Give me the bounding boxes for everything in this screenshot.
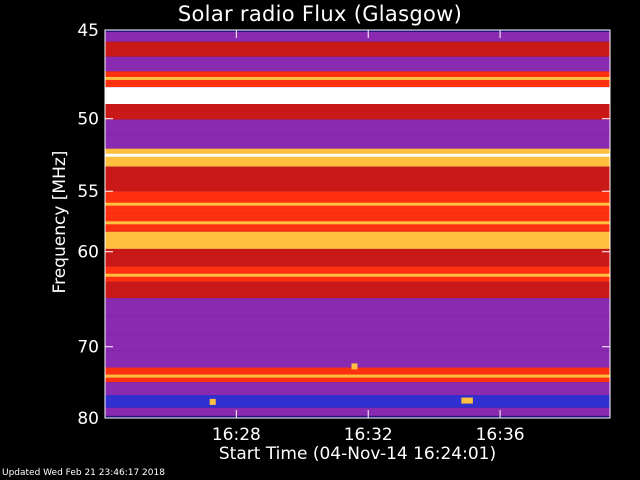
frequency-band	[105, 316, 610, 335]
frequency-band	[105, 41, 610, 57]
burst-marker	[461, 397, 468, 404]
y-tick-label: 50	[77, 110, 99, 130]
updated-footer: Updated Wed Feb 21 23:46:17 2018	[2, 468, 165, 478]
y-tick-label: 80	[77, 409, 99, 429]
chart-title: Solar radio Flux (Glasgow)	[177, 2, 463, 26]
frequency-band-core	[105, 153, 610, 157]
frequency-bands	[105, 31, 610, 416]
frequency-band	[105, 104, 610, 120]
frequency-band	[105, 119, 610, 135]
frequency-band	[105, 134, 610, 149]
x-tick-label: 16:36	[476, 425, 525, 445]
burst-marker	[351, 363, 358, 370]
frequency-band	[105, 382, 610, 396]
burst-marker	[209, 398, 216, 405]
y-tick-label: 70	[77, 338, 99, 358]
burst-markers	[209, 363, 473, 405]
frequency-band	[105, 31, 610, 42]
y-axis: 45 50 55 60 70 80	[77, 21, 610, 429]
frequency-band	[105, 395, 610, 408]
frequency-band	[105, 281, 610, 299]
y-tick-label: 45	[77, 21, 99, 41]
frequency-band-core	[105, 221, 610, 225]
plot-frame	[104, 29, 611, 419]
frequency-band	[105, 298, 610, 317]
x-axis: 16:28 16:32 16:36	[212, 30, 525, 445]
frequency-band-core	[105, 374, 610, 378]
frequency-band	[105, 248, 610, 267]
x-axis-label: Start Time (04-Nov-14 16:24:01)	[218, 444, 497, 464]
burst-marker	[466, 397, 473, 404]
y-tick-label: 60	[77, 243, 99, 263]
frequency-band	[105, 334, 610, 351]
frequency-band-core	[105, 76, 610, 80]
frequency-band-core	[105, 238, 610, 242]
frequency-band	[105, 166, 610, 192]
frequency-band-core	[105, 94, 610, 98]
frequency-band	[105, 148, 610, 167]
y-tick-label: 55	[77, 182, 99, 202]
frequency-band	[105, 56, 610, 72]
frequency-band	[105, 407, 610, 416]
frequency-band-core	[105, 202, 610, 206]
x-tick-label: 16:32	[344, 425, 393, 445]
frequency-band	[105, 191, 610, 214]
x-tick-label: 16:28	[212, 425, 261, 445]
frequency-band	[105, 350, 610, 368]
frequency-band-core	[105, 273, 610, 277]
y-axis-label: Frequency [MHz]	[50, 150, 70, 294]
